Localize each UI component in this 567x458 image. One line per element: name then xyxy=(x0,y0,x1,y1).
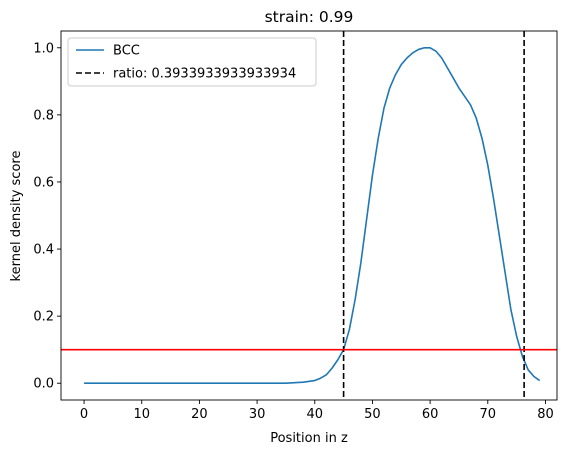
y-tick-label: 0.8 xyxy=(33,108,54,123)
y-tick-label: 0.2 xyxy=(33,310,54,325)
x-tick-label: 10 xyxy=(133,407,150,422)
x-tick-label: 40 xyxy=(306,407,323,422)
x-tick-label: 0 xyxy=(80,407,88,422)
x-tick-label: 60 xyxy=(422,407,439,422)
series-line-bcc xyxy=(84,46,541,385)
legend-label-bcc: BCC xyxy=(113,44,140,59)
y-tick-label: 0.4 xyxy=(33,243,54,258)
x-tick-label: 50 xyxy=(364,407,381,422)
axes xyxy=(60,30,558,401)
y-axis-label: kernel density score xyxy=(9,151,24,282)
y-tick-label: 0.6 xyxy=(33,175,54,190)
plot-area xyxy=(61,31,557,400)
x-tick-label: 30 xyxy=(249,407,266,422)
x-ticks: 0 10 20 30 40 50 60 70 80 xyxy=(80,400,554,422)
y-ticks: 0.0 0.2 0.4 0.6 0.8 1.0 xyxy=(33,41,61,392)
x-tick-label: 70 xyxy=(480,407,497,422)
legend: BCC ratio: 0.3933933933933934 xyxy=(67,37,317,87)
x-tick-label: 80 xyxy=(537,407,554,422)
chart-title: strain: 0.99 xyxy=(265,8,354,26)
x-tick-label: 20 xyxy=(191,407,208,422)
legend-label-ratio: ratio: 0.3933933933933934 xyxy=(113,67,296,82)
x-axis-label: Position in z xyxy=(270,431,348,446)
y-tick-label: 0.0 xyxy=(33,377,54,392)
legend-frame xyxy=(67,37,317,87)
y-tick-label: 1.0 xyxy=(33,41,54,56)
axes-frame xyxy=(60,30,558,401)
